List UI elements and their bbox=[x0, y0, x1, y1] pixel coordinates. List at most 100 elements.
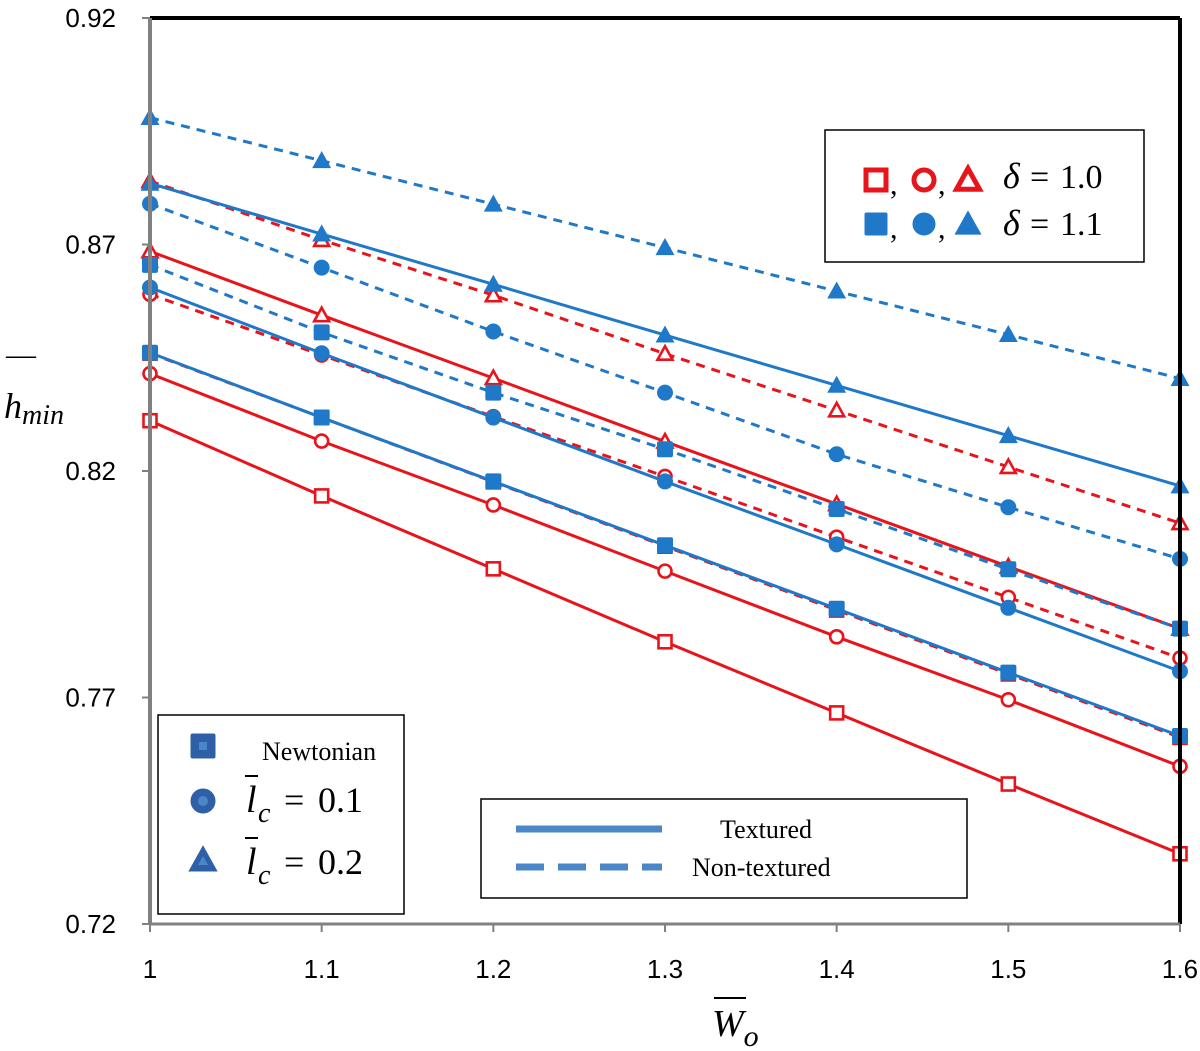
legend-lc02-label: l c = 0.2 bbox=[245, 837, 363, 891]
series-0 bbox=[142, 412, 1188, 862]
legend-circle-inner-icon bbox=[198, 796, 208, 806]
legend-delta-eq: = bbox=[1030, 159, 1049, 196]
data-point bbox=[828, 705, 845, 721]
data-point bbox=[657, 633, 673, 650]
legend-lc02-symbol: l bbox=[246, 841, 257, 883]
data-point bbox=[485, 561, 502, 577]
legend-lc02-value: 0.2 bbox=[318, 842, 363, 882]
svg-text:Wo: Wo bbox=[712, 1003, 759, 1051]
legend-delta-entry-1-0: δ = 1.0 bbox=[1003, 156, 1103, 196]
x-tick-label: 1.4 bbox=[819, 954, 855, 984]
data-point bbox=[485, 323, 502, 340]
data-point bbox=[1000, 561, 1017, 578]
y-axis-label-sub: min bbox=[22, 400, 64, 431]
data-point bbox=[483, 285, 504, 303]
data-point bbox=[483, 367, 504, 386]
data-point bbox=[1000, 499, 1017, 516]
data-point bbox=[827, 375, 847, 393]
y-tick-label: 0.87 bbox=[65, 230, 116, 260]
y-tick-label: 0.82 bbox=[65, 456, 116, 486]
data-point bbox=[998, 426, 1018, 444]
legend-delta-eq: = bbox=[1030, 206, 1049, 243]
legend-delta-value: 1.1 bbox=[1060, 206, 1103, 243]
data-point bbox=[828, 536, 845, 553]
data-point bbox=[485, 384, 502, 401]
data-point bbox=[312, 151, 332, 169]
series-10 bbox=[140, 173, 1190, 494]
x-tick-label: 1.3 bbox=[647, 954, 683, 984]
legend-lc01-label: l c = 0.1 bbox=[245, 775, 363, 829]
data-point bbox=[655, 325, 675, 343]
legend-delta-triangle-icon bbox=[952, 163, 984, 192]
y-tick-label: 0.77 bbox=[65, 683, 116, 713]
x-tick-label: 1.5 bbox=[990, 954, 1026, 984]
legend-lc01-value: 0.1 bbox=[318, 780, 363, 820]
data-point bbox=[998, 324, 1018, 343]
legend-lc02-eq: = bbox=[284, 842, 304, 882]
x-axis-label-base: W bbox=[712, 1003, 747, 1045]
legend-delta-symbol: δ bbox=[1003, 156, 1021, 196]
data-point bbox=[313, 259, 330, 276]
data-point bbox=[485, 497, 502, 513]
legend-nontextured-label: Non-textured bbox=[692, 853, 831, 882]
y-tick-label: 0.92 bbox=[65, 3, 116, 33]
legend-triangle-inner-icon bbox=[198, 856, 208, 865]
y-axis-label: — hmin bbox=[4, 338, 64, 431]
legend-lc01-eq: = bbox=[284, 780, 304, 820]
legend-lines: Textured Non-textured bbox=[480, 798, 968, 899]
y-axis-label-base: h bbox=[4, 386, 22, 426]
legend-newtonian-label: Newtonian bbox=[262, 737, 376, 766]
y-axis-label-bar: — bbox=[5, 338, 37, 371]
legend-square-inner-icon bbox=[199, 742, 207, 750]
legend-lc02-sub: c bbox=[258, 860, 271, 891]
data-point bbox=[826, 400, 847, 418]
x-tick-label: 1.2 bbox=[475, 954, 511, 984]
data-point bbox=[657, 537, 673, 554]
legend-delta-comma: , bbox=[890, 212, 898, 245]
data-point bbox=[313, 345, 330, 362]
legend-lc01-symbol: l bbox=[246, 779, 257, 821]
data-point bbox=[828, 446, 845, 463]
data-point bbox=[657, 384, 673, 401]
legend-markers: Newtonian l c = 0.1 l c = 0.2 bbox=[157, 714, 405, 915]
data-point bbox=[998, 456, 1019, 475]
legend-delta-value: 1.0 bbox=[1060, 159, 1103, 196]
legend-lc01-sub: c bbox=[258, 798, 271, 829]
data-point bbox=[485, 473, 502, 490]
x-tick-label: 1 bbox=[143, 954, 157, 984]
x-axis-label: Wo bbox=[712, 997, 759, 1051]
data-point bbox=[483, 274, 503, 292]
data-point bbox=[828, 600, 845, 617]
svg-text:hmin: hmin bbox=[4, 386, 64, 431]
series-6 bbox=[142, 344, 1188, 745]
legend-delta-comma: , bbox=[890, 168, 898, 201]
tick-layer: 1 1.1 1.2 1.3 1.4 1.5 1.6 0.72 0.77 0.82 0.87 0.92 bbox=[65, 3, 1198, 984]
data-point bbox=[312, 224, 332, 242]
data-point bbox=[657, 441, 673, 458]
legend-lines-box bbox=[480, 798, 968, 899]
series-layer bbox=[140, 108, 1190, 862]
data-point bbox=[657, 473, 673, 490]
legend-delta-square-icon bbox=[863, 167, 889, 193]
data-point bbox=[1000, 691, 1017, 708]
data-point bbox=[313, 433, 330, 449]
data-point bbox=[311, 305, 332, 323]
data-point bbox=[485, 409, 502, 426]
legend-delta-triangle-icon bbox=[954, 210, 982, 235]
legend-delta-comma: , bbox=[938, 212, 946, 245]
data-point bbox=[655, 238, 675, 256]
data-point bbox=[1000, 599, 1017, 616]
x-tick-label: 1.6 bbox=[1162, 954, 1198, 984]
data-point bbox=[657, 563, 673, 579]
data-point bbox=[655, 343, 675, 361]
legend-delta-comma: , bbox=[938, 168, 946, 201]
data-point bbox=[313, 409, 330, 426]
series-8 bbox=[142, 279, 1188, 680]
legend-delta-circle-icon bbox=[911, 167, 937, 193]
legend-delta-entry-1-1: δ = 1.1 bbox=[1003, 203, 1103, 243]
data-point bbox=[483, 194, 503, 212]
series-7 bbox=[142, 256, 1188, 637]
legend-delta-circle-icon bbox=[912, 212, 936, 236]
data-point bbox=[1000, 776, 1017, 792]
